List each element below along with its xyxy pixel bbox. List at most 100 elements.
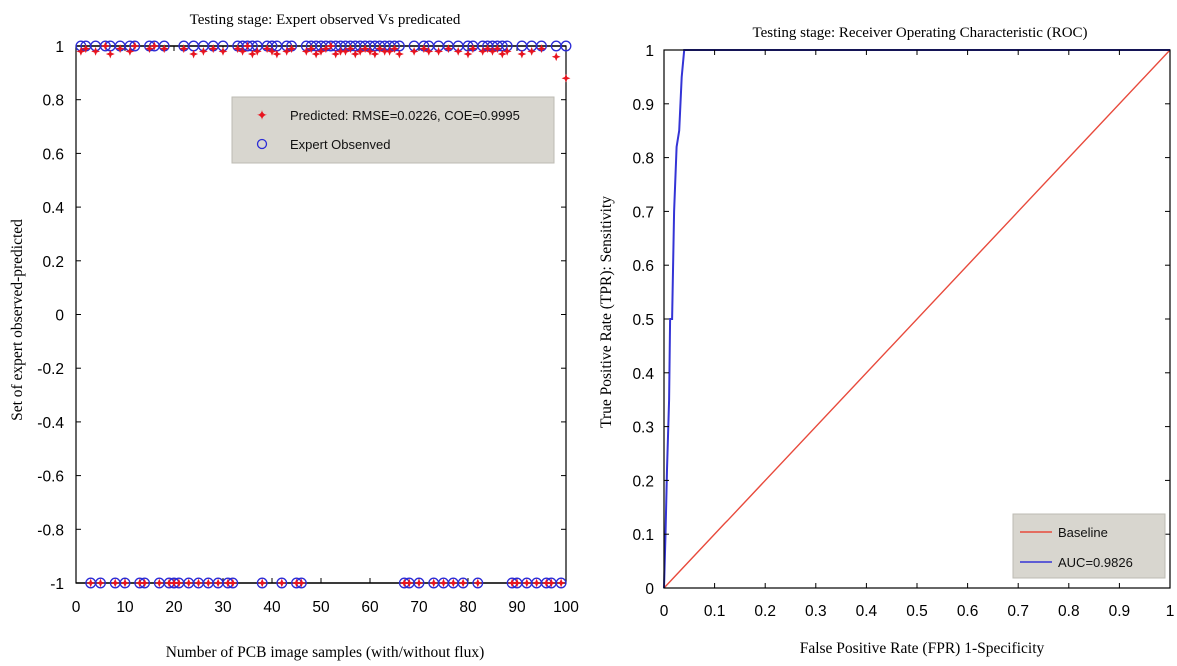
chart-right-ylabel: True Positive Rate (TPR): Sensitivity [598,196,615,428]
x-tick-label: 10 [116,599,134,616]
predicted-point [458,578,468,588]
x-tick-label: 0.5 [906,603,928,620]
predicted-point [198,46,208,56]
predicted-point [443,44,453,54]
chart-right: Testing stage: Receiver Operating Charac… [598,25,1174,657]
predicted-point [350,49,360,59]
predicted-point [277,578,287,588]
predicted-point [532,578,542,588]
predicted-point [159,44,169,54]
predicted-point [502,46,512,56]
predicted-point [321,44,331,54]
predicted-point [488,46,497,56]
predicted-point [149,41,159,51]
predicted-point [434,46,444,56]
predicted-point [301,46,311,56]
predicted-point [419,44,429,54]
predicted-point [522,578,532,588]
predicted-point [125,46,135,56]
y-tick-label: 0.6 [632,258,654,275]
predicted-point [81,44,91,54]
x-tick-label: 0.6 [957,603,979,620]
predicted-point [541,578,551,588]
x-tick-label: 80 [459,599,477,616]
predicted-point [448,578,458,588]
x-tick-label: 1 [1166,603,1175,620]
y-tick-label: 0.5 [632,312,654,329]
predicted-point [375,44,385,54]
x-tick-label: 90 [508,599,526,616]
predicted-point [497,49,507,59]
y-tick-label: 0.8 [632,151,654,168]
chart-right-plot-area: 0 0.1 0.2 0.3 0.4 0.5 0.6 0.7 0.8 0.9 1 0 0.1 0.2 0.3 0… [632,43,1174,620]
predicted-point [414,578,424,588]
legend-circle-icon [256,138,268,150]
predicted-point [140,578,150,588]
predicted-point [272,49,282,59]
y-tick-label: 0.9 [632,97,654,114]
predicted-point [238,46,248,56]
predicted-point [296,578,306,588]
predicted-point [130,41,140,51]
predicted-point [439,578,448,588]
predicted-point [233,44,243,54]
predicted-point [262,44,272,54]
observed-point [555,577,567,589]
observed-point [472,577,484,589]
observed-point [129,40,141,52]
predicted-point [394,49,404,59]
x-tick-label: 0.9 [1109,603,1131,620]
predicted-point [91,46,101,56]
y-tick-label: 0.7 [632,204,654,221]
predicted-point [512,578,522,588]
y-tick-label: 0.2 [632,473,654,490]
predicted-point [86,578,96,588]
predicted-point [252,46,262,56]
predicted-point [468,44,478,54]
legend-star-icon: ✦ [256,107,268,123]
chart-left-legend: ✦ Predicted: RMSE=0.0226, COE=0.9995 Exp… [231,96,555,164]
predicted-point [463,49,473,59]
predicted-point [473,578,483,588]
y-tick-label: 0.6 [42,146,64,163]
y-tick-label: -1 [50,576,64,593]
y-tick-label: -0.8 [37,522,64,539]
predicted-point [306,44,316,54]
chart-left-legend-box [231,96,555,164]
predicted-point [194,578,203,588]
chart-left-ylabel: Set of expert observed-predicted [9,219,26,421]
y-tick-label: 0.4 [42,200,64,217]
predicted-point [267,46,277,56]
x-tick-label: 20 [165,599,183,616]
predicted-point [424,46,434,56]
observed-point [256,577,268,589]
predicted-point [105,49,115,59]
predicted-point [223,578,233,588]
predicted-point [247,49,257,59]
chart-right-legend: Baseline AUC=0.9826 [1012,513,1166,579]
chart-right-xlabel: False Positive Rate (FPR) 1-Specificity [800,640,1045,657]
x-tick-label: 0.7 [1007,603,1029,620]
predicted-point [311,49,321,59]
predicted-point [228,578,238,588]
predicted-point [174,578,184,588]
chart-left-legend-observed: Expert Obsenved [290,137,390,152]
y-tick-label: 1 [645,43,654,60]
predicted-point [76,46,86,56]
x-tick-label: 0.1 [704,603,726,620]
y-tick-label: 0.3 [632,420,654,437]
observed-point [95,577,106,589]
y-tick-label: 0.4 [632,366,654,383]
predicted-point [409,46,419,56]
predicted-point [355,46,365,56]
predicted-point [429,578,439,588]
predicted-point [336,46,346,56]
predicted-point [208,44,218,54]
y-tick-label: 0 [55,308,64,325]
chart-right-title: Testing stage: Receiver Operating Charac… [752,25,1087,41]
predicted-point [390,44,399,54]
baseline-line [663,49,1171,589]
predicted-point [385,46,395,56]
predicted-point [184,578,194,588]
